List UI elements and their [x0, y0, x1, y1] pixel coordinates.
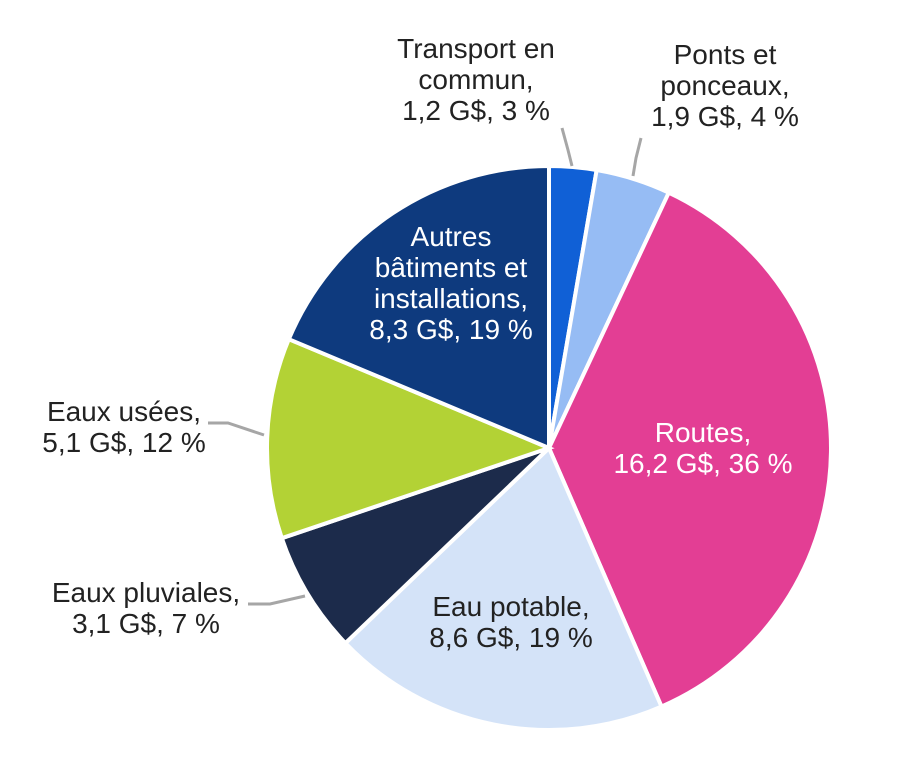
slice-label-line: Eaux pluviales,: [52, 577, 240, 608]
leader-line-eaux-usees: [208, 421, 265, 437]
slice-label-ponts: Ponts et ponceaux, 1,9 G$, 4 %: [651, 39, 799, 132]
leader-line-transport: [560, 127, 574, 167]
slice-label-line: ponceaux,: [660, 70, 789, 101]
slice-label-eaux-pluviales: Eaux pluviales, 3,1 G$, 7 %: [52, 577, 240, 639]
leader-line-ponts: [631, 137, 643, 177]
pie-slice-autres-batiments: [286, 163, 551, 452]
slice-label-line: Autres: [411, 221, 492, 252]
slice-label-line: 1,2 G$, 3 %: [402, 95, 550, 126]
pie-slice-eau-potable: [342, 444, 665, 732]
slice-label-line: 8,3 G$, 19 %: [369, 314, 532, 345]
pie-slice-eaux-pluviales: [279, 446, 551, 646]
slice-label-transport: Transport en commun, 1,2 G$, 3 %: [397, 33, 555, 126]
slice-label-line: 8,6 G$, 19 %: [429, 622, 592, 653]
slice-label-line: Routes,: [655, 417, 752, 448]
slice-label-eau-potable: Eau potable, 8,6 G$, 19 %: [429, 591, 592, 653]
slice-label-line: 5,1 G$, 12 %: [42, 427, 205, 458]
slice-label-line: Eaux usées,: [47, 396, 201, 427]
slice-label-line: 16,2 G$, 36 %: [613, 448, 792, 479]
slice-label-eaux-usees: Eaux usées, 5,1 G$, 12 %: [42, 396, 205, 458]
slice-label-line: Transport en: [397, 33, 555, 64]
leader-line-eaux-pluviales: [248, 594, 306, 606]
slice-label-line: commun,: [418, 64, 533, 95]
slice-label-line: Ponts et: [674, 39, 777, 70]
slice-label-line: 3,1 G$, 7 %: [72, 608, 220, 639]
slice-label-line: installations,: [374, 283, 528, 314]
pie-slice-routes: [546, 190, 833, 710]
slice-label-line: bâtiments et: [375, 252, 528, 283]
pie-slice-eaux-usees: [265, 336, 555, 541]
slice-label-line: Eau potable,: [432, 591, 589, 622]
slice-label-routes: Routes, 16,2 G$, 36 %: [613, 417, 792, 479]
slice-label-autres-batiments: Autres bâtiments et installations, 8,3 G$, …: [369, 221, 532, 345]
pie-slices: [265, 163, 833, 732]
slice-label-line: 1,9 G$, 4 %: [651, 101, 799, 132]
leader-lines: [208, 127, 643, 606]
slice-labels: Transport en commun, 1,2 G$, 3 % Ponts et po…: [42, 33, 799, 653]
